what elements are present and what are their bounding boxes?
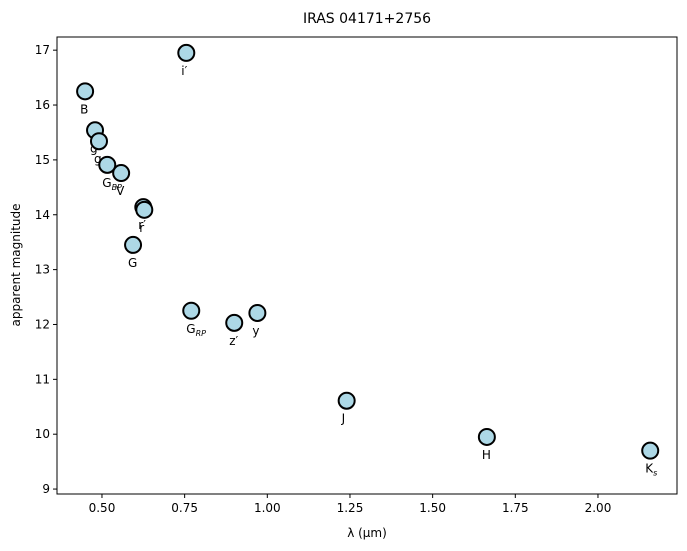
point-label-text: V	[116, 184, 125, 198]
x-tick-label: 1.75	[502, 501, 529, 515]
point-label-subscript: RP	[196, 329, 207, 338]
point-label-text: B	[80, 102, 88, 116]
y-tick-label: 11	[35, 372, 50, 386]
point-label-text: r	[139, 221, 144, 235]
point-label-text: G	[128, 256, 137, 270]
point-label: B	[80, 102, 88, 116]
plot-frame	[56, 36, 678, 495]
point-label: y	[252, 324, 259, 338]
point-label: G	[128, 256, 137, 270]
y-tick-label: 9	[42, 482, 50, 496]
y-tick-label: 10	[35, 427, 50, 441]
point-label-text: i′	[181, 64, 187, 78]
point-label: g	[94, 152, 102, 166]
point-label-text: G	[102, 176, 111, 190]
point-label: J	[341, 412, 346, 426]
point-label-text: z′	[229, 334, 238, 348]
x-tick-label: 1.25	[337, 501, 364, 515]
x-tick-label: 1.00	[254, 501, 281, 515]
point-label-text: g	[94, 152, 102, 166]
data-point	[641, 441, 660, 460]
data-point	[124, 235, 143, 254]
y-tick-label: 16	[35, 98, 50, 112]
data-point	[248, 303, 267, 322]
x-tick-label: 2.00	[585, 501, 612, 515]
point-label-subscript: s	[653, 469, 657, 478]
data-point	[98, 155, 117, 174]
y-tick-label: 17	[35, 43, 50, 57]
y-axis-label: apparent magnitude	[9, 203, 23, 326]
point-label-text: r′	[138, 218, 146, 232]
x-tick-label: 1.50	[419, 501, 446, 515]
point-label-text: K	[645, 462, 654, 476]
point-label-text: J	[341, 412, 346, 426]
data-point	[112, 164, 131, 183]
data-point	[177, 43, 196, 62]
point-label-text: y	[252, 324, 259, 338]
y-tick-label: 15	[35, 153, 50, 167]
chart-title: IRAS 04171+2756	[303, 11, 431, 27]
data-point	[182, 301, 201, 320]
data-point	[477, 427, 496, 446]
data-point	[225, 313, 244, 332]
point-label: V	[116, 184, 125, 198]
point-label: z′	[229, 334, 238, 348]
point-label: r′	[138, 218, 146, 232]
data-point	[337, 391, 356, 410]
y-tick-label: 14	[35, 208, 50, 222]
point-label-text: G	[186, 322, 195, 336]
point-label: r	[139, 221, 144, 235]
y-tick-label: 12	[35, 317, 50, 331]
point-label: Ks	[645, 462, 657, 478]
point-label: GBP	[102, 176, 122, 192]
point-label-subscript: BP	[112, 183, 122, 192]
x-axis-label: λ (μm)	[347, 526, 387, 540]
y-tick-label: 13	[35, 263, 50, 277]
data-point	[135, 200, 154, 219]
point-label: i′	[181, 64, 187, 78]
x-tick-label: 0.75	[171, 501, 198, 515]
x-tick-label: 0.50	[89, 501, 116, 515]
point-label: GRP	[186, 322, 206, 338]
data-point	[89, 132, 108, 151]
data-point	[76, 82, 95, 101]
point-label: H	[482, 448, 491, 462]
point-label-text: H	[482, 448, 491, 462]
